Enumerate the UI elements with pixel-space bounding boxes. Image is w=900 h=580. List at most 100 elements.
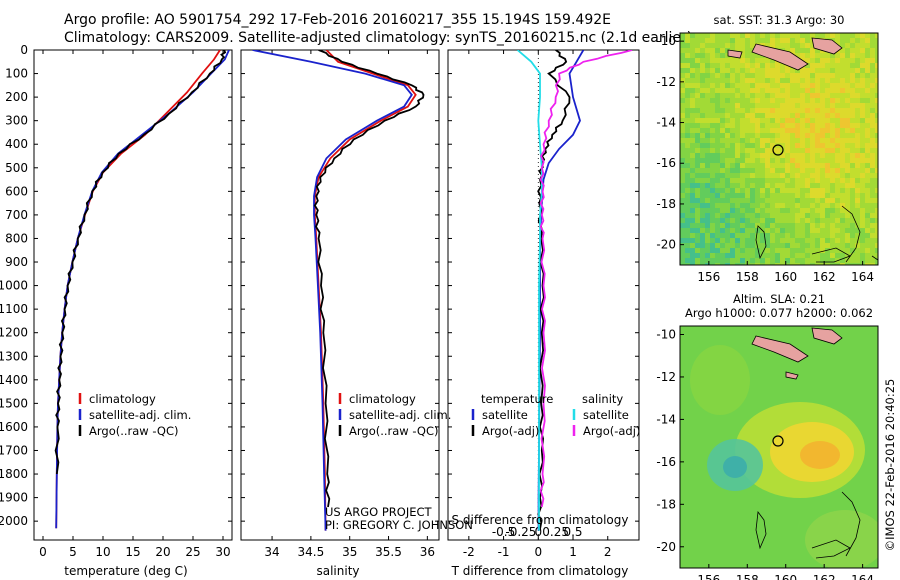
sst-cell (695, 208, 700, 213)
sst-cell (830, 98, 835, 103)
sst-cell (730, 128, 735, 133)
sst-cell (690, 53, 695, 58)
sst-cell (805, 118, 810, 123)
sst-cell (865, 208, 870, 213)
sst-cell (680, 73, 685, 78)
sst-cell (725, 63, 730, 68)
sst-cell (860, 68, 865, 73)
sst-cell (805, 223, 810, 228)
sst-cell (835, 133, 840, 138)
sst-cell (715, 168, 720, 173)
sst-cell (750, 193, 755, 198)
sst-cell (800, 118, 805, 123)
sst-cell (785, 48, 790, 53)
sst-cell (700, 143, 705, 148)
sst-cell (775, 238, 780, 243)
sst-cell (845, 178, 850, 183)
coastline-shape (751, 335, 809, 363)
sst-cell (840, 208, 845, 213)
sst-cell (790, 78, 795, 83)
sst-cell (865, 58, 870, 63)
y-tick-label: 600 (5, 184, 28, 198)
sst-cell (750, 143, 755, 148)
sst-cell (835, 128, 840, 133)
sst-cell (870, 118, 875, 123)
sst-cell (685, 118, 690, 123)
y-tick-label: 900 (5, 255, 28, 269)
sst-cell (760, 38, 765, 43)
sst-cell (700, 78, 705, 83)
sla-map-frame (679, 325, 879, 569)
sst-cell (715, 48, 720, 53)
sst-cell (800, 253, 805, 258)
sst-cell (830, 263, 835, 265)
sst-cell (835, 248, 840, 253)
sst-cell (695, 128, 700, 133)
sst-cell (765, 198, 770, 203)
sst-cell (795, 208, 800, 213)
sst-cell (780, 243, 785, 248)
sst-cell (865, 178, 870, 183)
sst-cell (685, 238, 690, 243)
sst-cell (850, 233, 855, 238)
sst-cell (750, 73, 755, 78)
sst-cell (770, 213, 775, 218)
sst-cell (770, 173, 775, 178)
sst-cell (870, 78, 875, 83)
sst-cell (810, 53, 815, 58)
sst-cell (705, 38, 710, 43)
sst-cell (830, 158, 835, 163)
sst-cell (860, 258, 865, 263)
sst-cell (760, 198, 765, 203)
sst-cell (845, 48, 850, 53)
sst-cell (690, 33, 695, 38)
sst-cell (740, 258, 745, 263)
sst-cell (705, 168, 710, 173)
sst-cell (855, 73, 860, 78)
sst-cell (855, 88, 860, 93)
sst-cell (790, 183, 795, 188)
sst-cell (845, 228, 850, 233)
sst-cell (685, 223, 690, 228)
sst-cell (815, 253, 820, 258)
sst-cell (700, 243, 705, 248)
sst-cell (770, 143, 775, 148)
sst-cell (860, 63, 865, 68)
sst-cell (775, 98, 780, 103)
sst-cell (860, 243, 865, 248)
sst-cell (815, 103, 820, 108)
sst-cell (835, 243, 840, 248)
sst-cell (710, 103, 715, 108)
sst-cell (700, 128, 705, 133)
sst-cell (785, 143, 790, 148)
sst-cell (720, 38, 725, 43)
sst-cell (765, 113, 770, 118)
sst-cell (850, 83, 855, 88)
sst-cell (790, 188, 795, 193)
sst-cell (750, 263, 755, 265)
sst-cell (775, 228, 780, 233)
sst-cell (765, 243, 770, 248)
sst-cell (775, 208, 780, 213)
sst-cell (870, 233, 875, 238)
sst-cell (800, 123, 805, 128)
sst-cell (870, 103, 875, 108)
sst-cell (765, 33, 770, 38)
sst-cell (715, 103, 720, 108)
sst-cell (750, 243, 755, 248)
sst-cell (785, 223, 790, 228)
sst-cell (745, 158, 750, 163)
sst-cell (770, 218, 775, 223)
sst-cell (745, 218, 750, 223)
sst-cell (690, 43, 695, 48)
sst-cell (835, 173, 840, 178)
sst-cell (870, 38, 875, 43)
sst-cell (690, 48, 695, 53)
sst-cell (855, 178, 860, 183)
sst-cell (715, 253, 720, 258)
sst-cell (865, 173, 870, 178)
sst-cell (850, 158, 855, 163)
sst-cell (705, 88, 710, 93)
sst-cell (855, 173, 860, 178)
sst-cell (850, 228, 855, 233)
